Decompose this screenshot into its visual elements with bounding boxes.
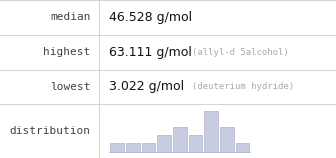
- Text: (deuterium hydride): (deuterium hydride): [192, 82, 294, 91]
- Text: lowest: lowest: [50, 82, 91, 92]
- Bar: [110, 143, 124, 152]
- Text: median: median: [50, 12, 91, 22]
- Bar: [204, 111, 218, 152]
- Bar: [220, 127, 234, 152]
- Bar: [157, 135, 171, 152]
- Bar: [141, 143, 155, 152]
- Text: 63.111 g/mol: 63.111 g/mol: [109, 46, 192, 59]
- Text: distribution: distribution: [10, 126, 91, 136]
- Bar: [188, 135, 202, 152]
- Bar: [126, 143, 139, 152]
- Bar: [173, 127, 186, 152]
- Bar: [236, 143, 249, 152]
- Text: highest: highest: [43, 47, 91, 57]
- Text: 3.022 g/mol: 3.022 g/mol: [109, 80, 184, 93]
- Text: (allyl-d 5alcohol): (allyl-d 5alcohol): [192, 48, 288, 57]
- Text: 46.528 g/mol: 46.528 g/mol: [109, 11, 192, 24]
